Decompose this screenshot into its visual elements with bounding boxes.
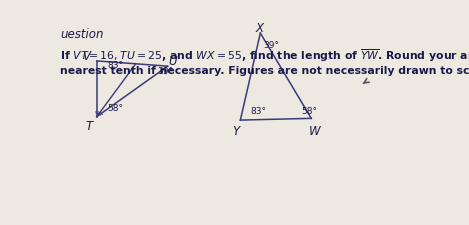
Text: If $VT = 16, TU = 25$, and $WX = 55$, find the length of $\overline{YW}$. Round : If $VT = 16, TU = 25$, and $WX = 55$, fi… [61, 47, 469, 63]
Text: 58°: 58° [301, 107, 317, 115]
Text: W: W [309, 124, 321, 137]
Text: T: T [86, 119, 93, 132]
Text: 83°: 83° [107, 61, 123, 70]
Text: Y: Y [232, 124, 239, 137]
Text: nearest tenth if necessary. Figures are not necessarily drawn to scale.: nearest tenth if necessary. Figures are … [61, 66, 469, 76]
Text: 83°: 83° [250, 107, 266, 115]
Text: uestion: uestion [61, 28, 104, 41]
Text: V: V [82, 50, 90, 63]
Text: 58°: 58° [108, 103, 124, 112]
Text: U: U [169, 55, 177, 68]
Text: X: X [255, 22, 263, 35]
Text: 39°: 39° [263, 41, 279, 50]
Text: 39°: 39° [158, 67, 174, 76]
